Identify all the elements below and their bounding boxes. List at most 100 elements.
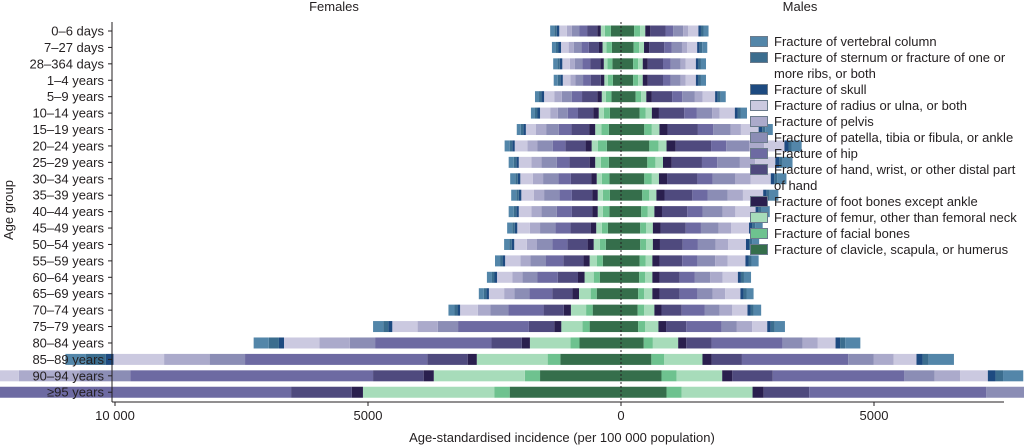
bar-male-10-fracture-of-radius-or-ulna-or-both [742,189,764,201]
bar-female-14-fracture-of-skull [502,255,506,267]
bar-male-6-fracture-of-foot-bones-except-ankle [659,124,668,136]
bar-female-14-fracture-of-patella-tibia-or-fibula-or-ankle [530,255,546,267]
bar-female-8-fracture-of-skull [516,156,519,168]
bar-male-8-fracture-of-radius-or-ulna-or-both [755,156,776,168]
legend-label: Fracture of radius or ulna, or both [774,98,967,113]
legend-swatch [750,212,768,223]
bar-female-0-fracture-of-pelvis [566,25,572,37]
bar-female-12-fracture-of-femur-other-than-femoral-neck [596,222,602,234]
bar-female-4-fracture-of-femur-other-than-femoral-neck [601,91,606,103]
bar-female-18-fracture-of-foot-bones-except-ankle [554,321,562,333]
bar-female-17-fracture-of-hand-wrist-or-other-distal-part-of-hand [543,304,564,316]
bar-female-8-fracture-of-facial-bones [600,156,609,168]
bar-male-17-fracture-of-vertebral-column [753,304,762,316]
bar-female-9-fracture-of-femur-other-than-femoral-neck [596,173,602,185]
bar-female-14-fracture-of-hip [545,255,564,267]
bar-male-19-fracture-of-vertebral-column [845,337,861,349]
bar-male-20-fracture-of-femur-other-than-femoral-neck [664,353,703,365]
bar-female-15-fracture-of-hand-wrist-or-other-distal-part-of-hand [557,271,578,283]
bar-female-19-fracture-of-foot-bones-except-ankle [521,337,530,349]
bar-male-13-fracture-of-foot-bones-except-ankle [652,238,660,250]
bar-male-7-fracture-of-clavicle-scapula-or-humerus [621,140,650,152]
bar-male-5-fracture-of-facial-bones [639,107,646,119]
bar-female-20-fracture-of-patella-tibia-or-fibula-or-ankle [209,353,246,365]
bar-female-12-fracture-of-vertebral-column [507,222,513,234]
bar-male-17-fracture-of-foot-bones-except-ankle [654,304,662,316]
bar-female-18-fracture-of-clavicle-scapula-or-humerus [589,321,621,333]
bar-male-21-fracture-of-clavicle-scapula-or-humerus [621,370,662,382]
legend-swatch [750,116,768,127]
bar-female-5-fracture-of-patella-tibia-or-fibula-or-ankle [557,107,568,119]
bar-male-3-fracture-of-foot-bones-except-ankle [642,74,648,86]
bar-female-18-fracture-of-radius-or-ulna-or-both [392,321,418,333]
bar-male-16-fracture-of-pelvis [712,288,726,300]
bar-female-11-fracture-of-clavicle-scapula-or-humerus [609,206,621,218]
bar-male-18-fracture-of-hip [686,321,722,333]
bar-female-22-fracture-of-femur-other-than-femoral-neck [362,386,495,398]
bar-female-2-fracture-of-vertebral-column [553,58,558,70]
bar-male-21-fracture-of-patella-tibia-or-fibula-or-ankle [904,370,935,382]
bar-female-1-fracture-of-foot-bones-except-ankle [598,41,603,53]
bar-male-16-fracture-of-foot-bones-except-ankle [652,288,660,300]
y-tick-label: 15–19 years [32,122,104,137]
bar-female-1-fracture-of-radius-or-ulna-or-both [561,41,569,53]
bar-female-15-fracture-of-femur-other-than-femoral-neck [584,271,594,283]
bar-male-1-fracture-of-patella-tibia-or-fibula-or-ankle [671,41,682,53]
bar-male-15-fracture-of-sternum-or-fracture-of-one-or-more-ribs-or-both [740,271,744,283]
bar-male-14-fracture-of-skull [745,255,749,267]
bar-male-3-fracture-of-vertebral-column [700,74,707,86]
bar-female-13-fracture-of-foot-bones-except-ankle [587,238,594,250]
bar-male-9-fracture-of-radius-or-ulna-or-both [750,173,771,185]
bar-female-5-fracture-of-femur-other-than-femoral-neck [598,107,604,119]
bar-male-11-fracture-of-skull [755,206,759,218]
bar-male-0-fracture-of-pelvis [683,25,689,37]
bar-male-18-fracture-of-sternum-or-fracture-of-one-or-more-ribs-or-both [770,321,775,333]
bar-female-15-fracture-of-skull [494,271,498,283]
bar-male-3-fracture-of-hip [662,74,671,86]
bar-female-20-fracture-of-hand-wrist-or-other-distal-part-of-hand [427,353,468,365]
legend-label: Fracture of vertebral column [774,34,937,49]
bar-female-21-fracture-of-clavicle-scapula-or-humerus [540,370,621,382]
bar-male-11-fracture-of-femur-other-than-femoral-neck [647,206,655,218]
bar-male-11-fracture-of-pelvis [722,206,736,218]
bar-female-3-fracture-of-foot-bones-except-ankle [600,74,605,86]
bar-female-5-fracture-of-foot-bones-except-ankle [593,107,599,119]
title-males: Males [783,0,818,14]
bar-female-2-fracture-of-pelvis [569,58,575,70]
bar-female-17-fracture-of-vertebral-column [448,304,455,316]
bar-female-16-fracture-of-sternum-or-fracture-of-one-or-more-ribs-or-both [483,288,487,300]
bar-female-5-fracture-of-skull [537,107,541,119]
bar-male-1-fracture-of-facial-bones [633,41,640,53]
y-tick-label: 30–34 years [32,171,104,186]
title-females: Females [309,0,359,14]
bar-female-0-fracture-of-foot-bones-except-ankle [597,25,601,37]
bar-female-1-fracture-of-patella-tibia-or-fibula-or-ankle [573,41,582,53]
bar-female-6-fracture-of-foot-bones-except-ankle [589,124,596,136]
bar-male-13-fracture-of-patella-tibia-or-fibula-or-ankle [697,238,716,250]
bar-female-12-fracture-of-skull [514,222,518,234]
bar-male-14-fracture-of-patella-tibia-or-fibula-or-ankle [697,255,716,267]
bar-male-14-fracture-of-hip [682,255,698,267]
bar-female-19-fracture-of-patella-tibia-or-fibula-or-ankle [349,337,376,349]
bar-male-0-fracture-of-vertebral-column [703,25,709,37]
bar-female-13-fracture-of-skull [511,238,515,250]
bar-female-0-fracture-of-clavicle-scapula-or-humerus [610,25,621,37]
y-axis-label: Age group [1,180,16,240]
legend-swatch [750,164,768,175]
bar-male-19-fracture-of-hand-wrist-or-other-distal-part-of-hand [686,337,712,349]
bar-male-3-fracture-of-pelvis [680,74,686,86]
bar-male-7-fracture-of-hip [711,140,727,152]
bar-female-12-fracture-of-sternum-or-fracture-of-one-or-more-ribs-or-both [512,222,515,234]
bar-male-9-fracture-of-hip [697,173,713,185]
bar-male-8-fracture-of-foot-bones-except-ankle [662,156,672,168]
bar-male-3-fracture-of-radius-or-ulna-or-both [685,74,696,86]
bar-male-17-fracture-of-patella-tibia-or-fibula-or-ankle [704,304,720,316]
bar-female-19-fracture-of-clavicle-scapula-or-humerus [579,337,621,349]
bar-female-11-fracture-of-radius-or-ulna-or-both [518,206,532,218]
bar-female-10-fracture-of-facial-bones [602,189,610,201]
bar-male-9-fracture-of-skull [770,173,775,185]
bar-female-6-fracture-of-femur-other-than-femoral-neck [595,124,602,136]
bar-female-14-fracture-of-facial-bones [596,255,603,267]
bar-female-14-fracture-of-femur-other-than-femoral-neck [589,255,597,267]
bar-female-10-fracture-of-vertebral-column [511,189,517,201]
